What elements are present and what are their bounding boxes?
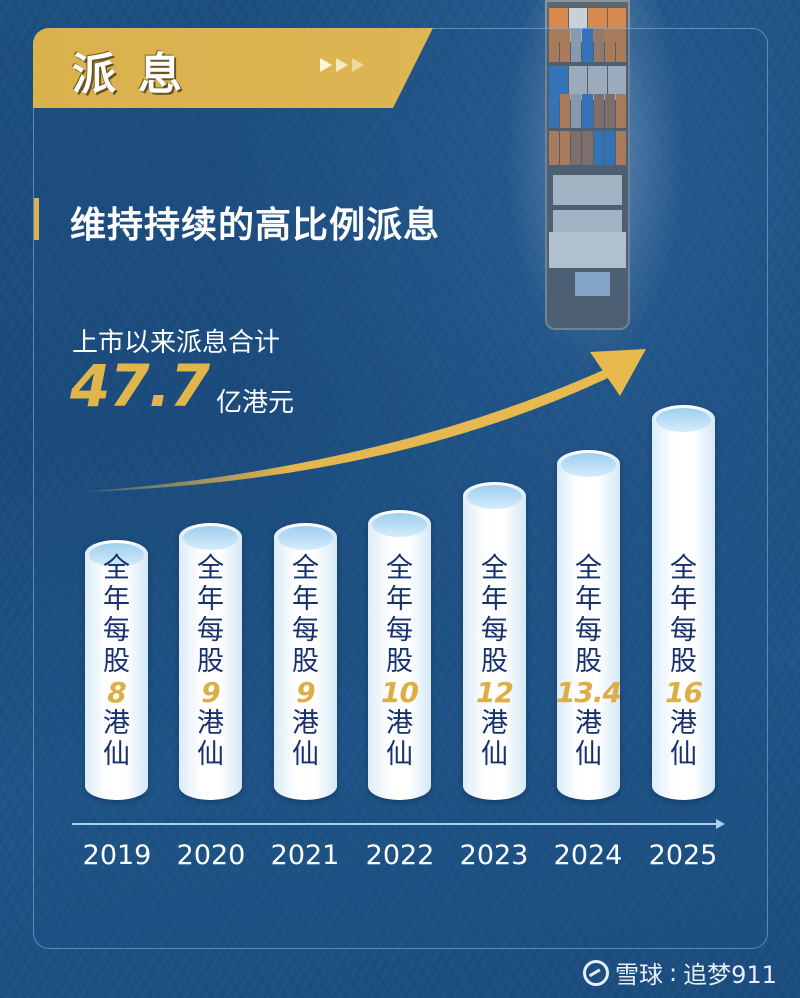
- subtitle-accent-bar: [34, 198, 39, 240]
- bar-cap: [561, 453, 616, 477]
- watermark-author: 追梦911: [683, 961, 777, 989]
- x-tick-2024: 2024: [553, 840, 623, 871]
- bar-label: 全年每股 9 港仙: [197, 553, 224, 770]
- bar-2021: 全年每股 9 港仙: [274, 523, 337, 800]
- xueqiu-logo-icon: [583, 959, 609, 986]
- bar-value: 10: [381, 676, 419, 709]
- watermark-separator: :: [669, 958, 678, 987]
- triple-chevron-right-icon: [320, 58, 364, 72]
- x-tick-2019: 2019: [82, 840, 152, 871]
- bar-label: 全年每股 10 港仙: [381, 553, 419, 770]
- bar-label: 全年每股 8 港仙: [103, 553, 130, 770]
- watermark: 雪球 : 追梦911: [583, 955, 777, 990]
- x-axis-arrow-icon: [716, 819, 725, 829]
- bar-2024: 全年每股 13.4 港仙: [555, 450, 622, 800]
- bar-2022: 全年每股 10 港仙: [368, 510, 431, 800]
- subtitle: 维持持续的高比例派息: [70, 205, 441, 246]
- bar-2025: 全年每股 16 港仙: [652, 405, 715, 800]
- container-ship-image: [545, 0, 630, 330]
- bar-cap: [183, 526, 238, 550]
- total-dividend-value: 47.7: [70, 352, 210, 420]
- x-tick-2023: 2023: [459, 840, 529, 871]
- bar-cap: [89, 543, 144, 567]
- bar-2020: 全年每股 9 港仙: [179, 523, 242, 800]
- bar-cap: [656, 408, 711, 432]
- bar-value: 9: [296, 676, 316, 709]
- bar-cap: [372, 513, 427, 537]
- header-band: [33, 28, 433, 108]
- total-dividend-unit: 亿港元: [216, 388, 295, 418]
- x-tick-2025: 2025: [648, 840, 718, 871]
- header-title: 派息: [72, 49, 204, 100]
- x-tick-2022: 2022: [365, 840, 435, 871]
- x-axis-line: [72, 823, 718, 825]
- bar-label: 全年每股 12 港仙: [476, 553, 514, 770]
- bar-value: 12: [476, 676, 514, 709]
- x-tick-2020: 2020: [176, 840, 246, 871]
- bar-value: 8: [107, 676, 127, 709]
- bar-label: 全年每股 13.4 港仙: [555, 553, 622, 770]
- bar-cap: [278, 526, 333, 550]
- x-tick-2021: 2021: [270, 840, 340, 871]
- bar-value: 13.4: [555, 676, 622, 709]
- bar-value: 16: [665, 676, 703, 709]
- watermark-brand: 雪球: [615, 961, 663, 989]
- bar-2023: 全年每股 12 港仙: [463, 482, 526, 800]
- bar-label: 全年每股 16 港仙: [665, 553, 703, 770]
- total-dividend-label: 上市以来派息合计: [72, 328, 281, 358]
- bar-cap: [467, 485, 522, 509]
- bar-2019: 全年每股 8 港仙: [85, 540, 148, 800]
- bar-label: 全年每股 9 港仙: [292, 553, 319, 770]
- bar-value: 9: [201, 676, 221, 709]
